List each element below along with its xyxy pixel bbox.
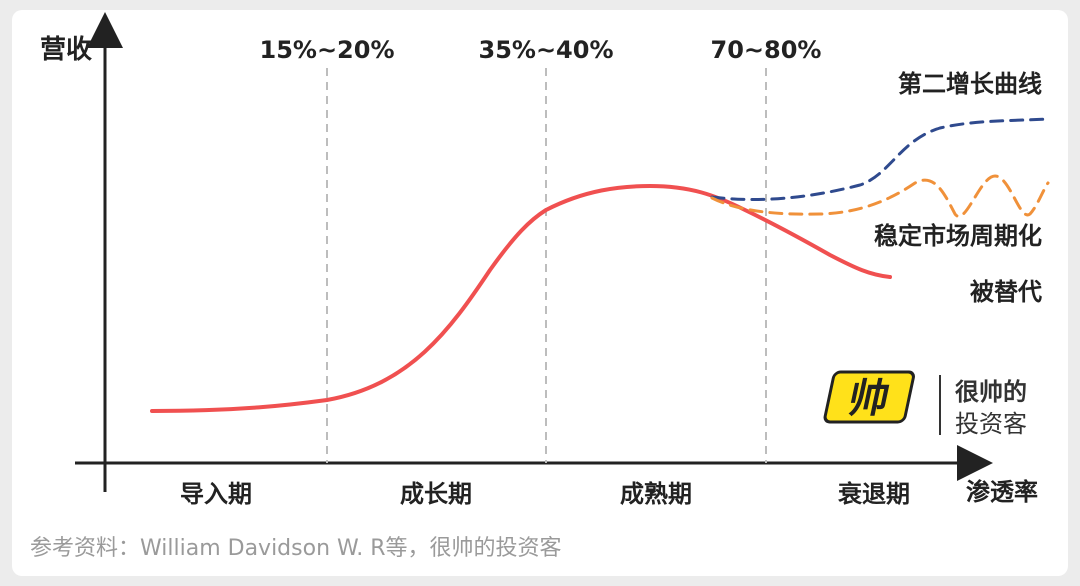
series-second-growth-line [710, 117, 1050, 202]
stage-label-growth: 成长期 [400, 480, 472, 508]
label-replaced: 被替代 [970, 278, 1042, 306]
x-axis-label: 渗透率 [966, 478, 1038, 506]
threshold-label-3: 70~80% [711, 36, 822, 64]
series-lifecycle-line [150, 183, 892, 413]
threshold-label-2: 35%~40% [479, 36, 614, 64]
stage-label-decline: 衰退期 [837, 480, 910, 508]
stage-label-intro: 导入期 [180, 480, 252, 508]
logo-line-1: 很帅的 [955, 378, 1027, 406]
stage-label-maturity: 成熟期 [620, 480, 692, 508]
series-stable-cyclical-line [710, 174, 1050, 218]
threshold-label-1: 15%~20% [260, 36, 395, 64]
logo-line-2: 投资客 [955, 410, 1027, 438]
label-second-growth: 第二增长曲线 [898, 70, 1042, 98]
label-stable-cyclical: 稳定市场周期化 [874, 222, 1042, 250]
brand-logo: 帅 很帅的 投资客 [823, 370, 1027, 438]
shuai-logo-icon: 帅 [823, 370, 915, 424]
source-note: 参考资料：William Davidson W. R等，很帅的投资客 [30, 536, 562, 561]
y-axis-label: 营收 [40, 35, 92, 65]
chart-card [12, 10, 1068, 576]
